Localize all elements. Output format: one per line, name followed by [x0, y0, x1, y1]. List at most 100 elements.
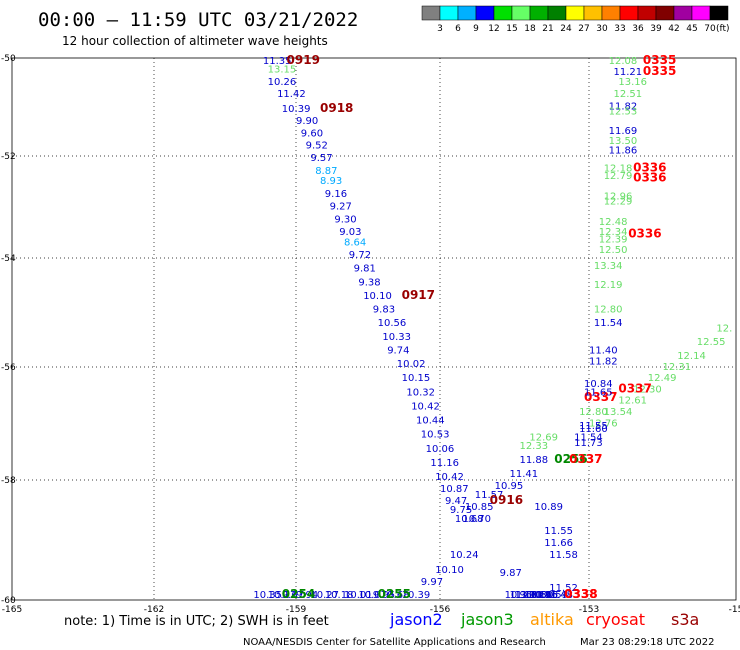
- wave-height-label: 11.48: [544, 590, 573, 601]
- wave-height-label: 9.30: [334, 214, 356, 225]
- wave-height-label: 9.57: [310, 153, 332, 164]
- colorbar-tick: 12: [488, 24, 499, 34]
- colorbar-unit: (ft): [716, 24, 730, 34]
- pass-time-label: 0336: [628, 227, 661, 241]
- wave-height-label: 10.32: [406, 387, 435, 398]
- pass-time-label: 0336: [633, 171, 666, 185]
- wave-height-label: 10.68: [455, 514, 484, 525]
- colorbar-tick: 42: [668, 24, 679, 34]
- page-subtitle: 12 hour collection of altimeter wave hei…: [62, 34, 328, 48]
- legend-jason3: jason3: [460, 610, 514, 629]
- wave-height-label: 11.16: [430, 458, 459, 469]
- pass-time-label: 0256: [554, 452, 587, 466]
- wave-height-label: 12.14: [677, 351, 706, 362]
- wave-height-label: 11.31: [515, 590, 544, 601]
- wave-height-label: 10.85: [465, 502, 494, 513]
- wave-height-label: 9.60: [301, 128, 323, 139]
- colorbar-tick: 39: [650, 24, 662, 34]
- wave-height-label: 10.06: [426, 444, 455, 455]
- wave-height-label: 12.34: [599, 227, 628, 238]
- wave-height-label: 8.64: [344, 237, 366, 248]
- wave-height-label: 10.01: [344, 590, 373, 601]
- colorbar-swatch: [511, 5, 531, 21]
- wave-height-label: 10.87: [440, 484, 469, 495]
- colorbar: 3 6 9 12 15 18 21 24 27 30 33 36 39 42 45 70: [421, 5, 729, 34]
- wave-height-label: 10.15: [402, 373, 431, 384]
- wave-height-label: 9.67: [282, 590, 304, 601]
- colorbar-tick: 24: [560, 24, 572, 34]
- wave-height-label: 12.96: [604, 191, 633, 202]
- wave-height-label: 11.55: [544, 526, 573, 537]
- wave-height-label: 9.47: [445, 496, 467, 507]
- colorbar-swatch: [637, 5, 657, 21]
- wave-height-label: 10.42: [435, 472, 464, 483]
- wave-height-label: 9.03: [339, 227, 361, 238]
- wave-height-label: 12.19: [594, 280, 623, 291]
- wave-height-label: 10.95: [495, 481, 524, 492]
- wave-height-label: 12.08: [609, 56, 638, 67]
- wave-height-label: 11.69: [609, 126, 638, 137]
- colorbar-swatch: [475, 5, 495, 21]
- y-tick-label: -52: [1, 152, 16, 162]
- pass-time-label: 0338: [564, 587, 597, 601]
- pass-time-label: 0338: [564, 587, 597, 601]
- wave-height-label: 10.10: [435, 565, 464, 576]
- colorbar-tick: 21: [542, 24, 553, 34]
- y-tick-label: -60: [1, 596, 16, 606]
- colorbar-swatch: [457, 5, 477, 21]
- wave-height-label: 10.95: [529, 590, 558, 601]
- wave-height-label: 11.88: [519, 455, 548, 466]
- wave-height-label: 12.53: [609, 106, 638, 117]
- wave-height-label: 11.60: [579, 424, 608, 435]
- legend-s3a: s3a: [671, 610, 699, 629]
- y-tick-label: -56: [1, 363, 16, 373]
- wave-height-label: 12.55: [697, 337, 726, 348]
- wave-height-label: 12.39: [599, 235, 628, 246]
- wave-height-label: 13.16: [618, 77, 647, 88]
- wave-height-label: 11.21: [614, 67, 643, 78]
- plot-frame: [11, 57, 737, 601]
- wave-height-label: 12.51: [614, 89, 643, 100]
- pass-time-label: 0337: [569, 452, 602, 466]
- wave-height-label: 10.70: [462, 514, 491, 525]
- wave-height-label: 10.24: [450, 550, 479, 561]
- wave-height-label: 11.54: [594, 318, 623, 329]
- pass-time-label: 0917: [402, 288, 435, 302]
- wave-height-label: 11.82: [609, 101, 638, 112]
- colorbar-swatch: [493, 5, 513, 21]
- colorbar-tick: 15: [506, 24, 517, 34]
- colorbar-swatch: [673, 5, 693, 21]
- wave-height-label: 10.35: [253, 590, 282, 601]
- wave-height-label: 11.57: [475, 490, 504, 501]
- wave-height-label: 11.42: [277, 89, 306, 100]
- wave-height-label: 9.90: [296, 116, 318, 127]
- wave-height-label: 9.72: [349, 250, 371, 261]
- colorbar-tick: 6: [455, 24, 461, 34]
- wave-height-label: 9.91: [519, 590, 541, 601]
- wave-height-label: 12.61: [618, 396, 647, 407]
- colorbar-tick: 36: [632, 24, 644, 34]
- wave-height-label: 8.87: [315, 166, 337, 177]
- wave-height-label: 12.30: [633, 384, 662, 395]
- pass-time-label: 0255: [378, 587, 411, 601]
- axes: -165 -162 -159 -156 -153 -15 -50 -52 -54 -56 -58 -6…: [1, 54, 740, 615]
- page-title: 00:00 – 11:59 UTC 03/21/2022: [38, 9, 358, 31]
- pass-time-label: 0335: [643, 53, 676, 67]
- wave-height-label: 10.42: [411, 401, 440, 412]
- wave-height-label: 12.50: [599, 245, 628, 256]
- wave-height-label: 13.50: [609, 136, 638, 147]
- wave-height-label: 9.68: [387, 590, 409, 601]
- wave-height-label: 9.74: [387, 345, 409, 356]
- wave-height-label: 12.33: [519, 441, 548, 452]
- wave-height-label: 10.33: [382, 332, 411, 343]
- wave-height-label: 10.07: [358, 590, 387, 601]
- legend-jason2: jason2: [389, 610, 443, 629]
- colorbar-swatch: [583, 5, 603, 21]
- wave-height-label: 12.31: [663, 362, 692, 373]
- wave-height-label: 12.18: [604, 163, 633, 174]
- colorbar-tick: 30: [596, 24, 608, 34]
- wave-height-label: 11.41: [510, 469, 539, 480]
- pass-time-label: 0919: [287, 53, 320, 67]
- wave-height-label: 9.38: [358, 277, 380, 288]
